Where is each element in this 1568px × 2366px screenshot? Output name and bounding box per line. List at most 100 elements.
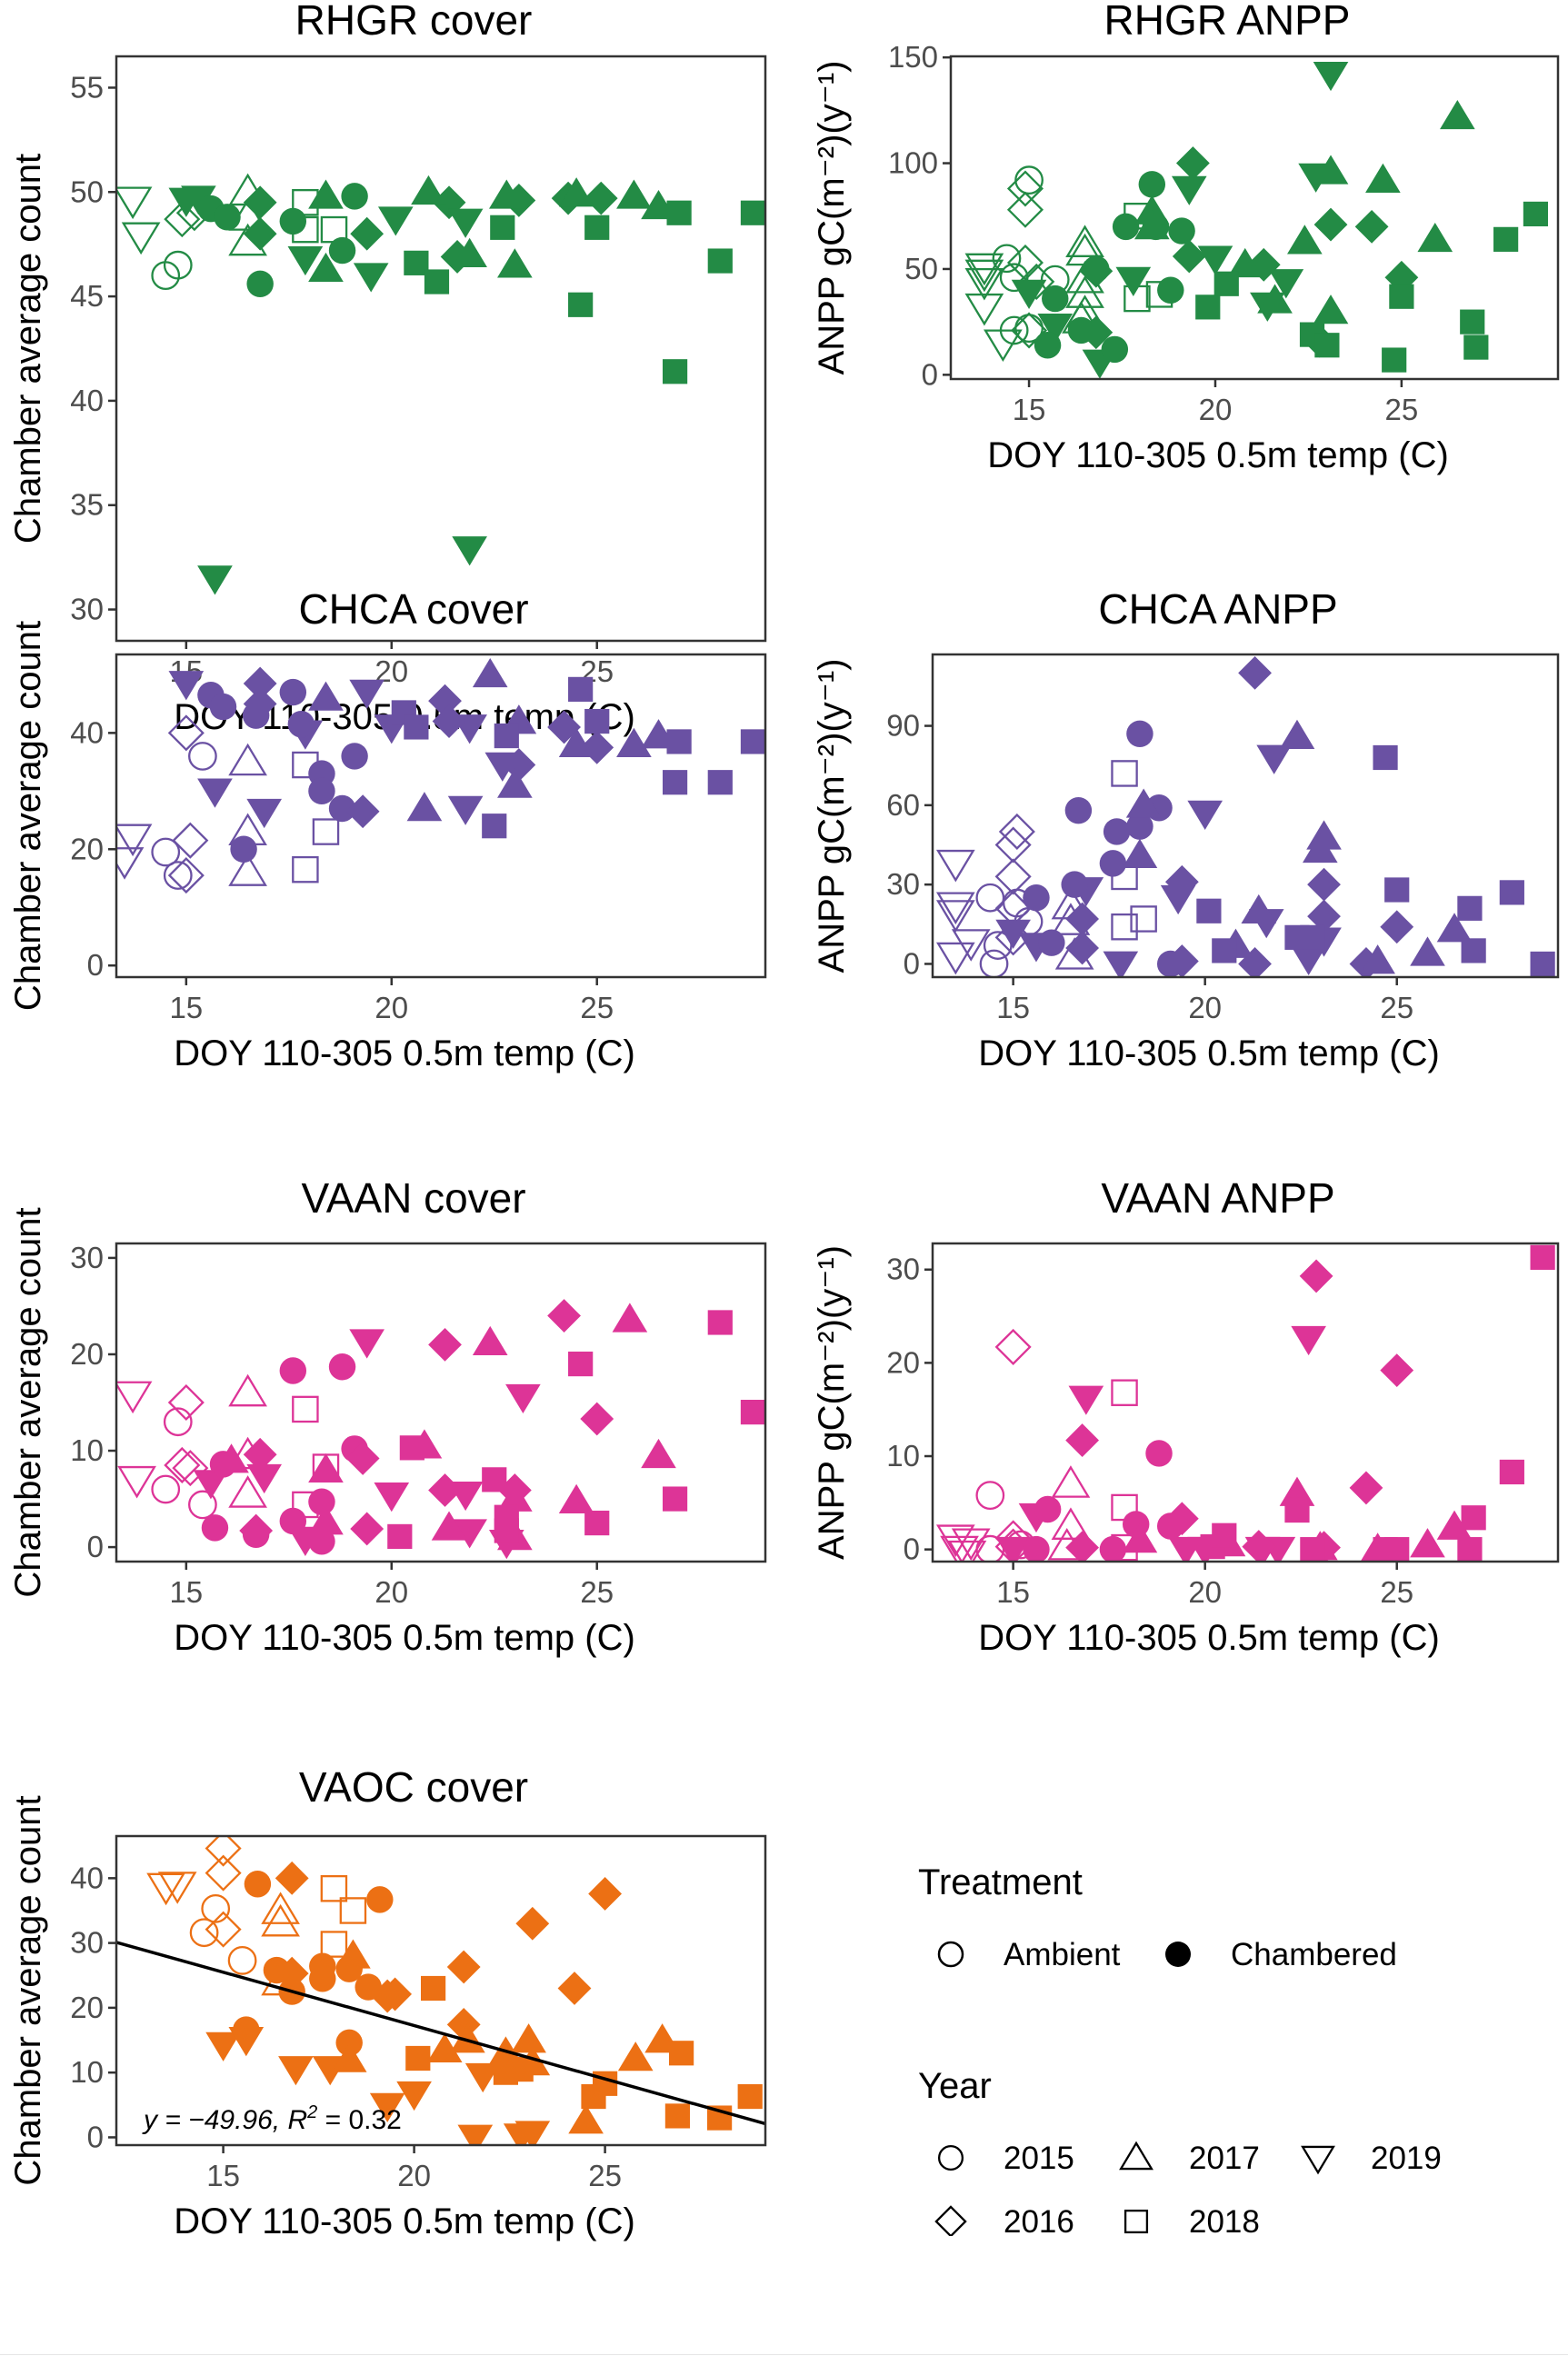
- point-2016-ambient: [172, 822, 209, 859]
- point-2016-chambered: [588, 1877, 622, 1911]
- point-2017-chambered: [214, 1443, 249, 1473]
- point-2019-chambered: [396, 2081, 432, 2111]
- point-2019-chambered: [452, 536, 487, 566]
- y-tick-label: 30: [886, 1253, 920, 1286]
- y-tick-label: 90: [886, 709, 920, 743]
- x-axis-label: DOY 110-305 0.5m temp (C): [978, 1033, 1440, 1073]
- point-2018-chambered: [1300, 1537, 1325, 1562]
- point-2016-chambered: [345, 1442, 380, 1475]
- point-2018-chambered: [490, 215, 515, 240]
- point-2019-chambered: [197, 565, 233, 595]
- point-2016-ambient: [167, 714, 205, 752]
- point-2015-chambered: [1061, 871, 1088, 898]
- point-2015-chambered: [341, 743, 368, 770]
- point-2019-ambient: [951, 929, 991, 962]
- point-2019-chambered: [1291, 945, 1326, 976]
- legend-item-ambient: Ambient: [937, 1937, 1121, 1972]
- point-2015-chambered: [1099, 1535, 1127, 1562]
- point-2016-chambered: [428, 1327, 462, 1362]
- point-2019-ambient: [984, 329, 1023, 363]
- point-2015-ambient: [163, 861, 193, 890]
- point-2015-ambient: [227, 1945, 257, 1975]
- y-tick-label: 40: [70, 1861, 104, 1894]
- point-2018-chambered: [405, 2045, 431, 2071]
- point-2016-chambered: [350, 216, 385, 251]
- point-2015-chambered: [1138, 171, 1166, 198]
- regression-line: [115, 1941, 766, 2126]
- point-2019-ambient: [116, 186, 153, 220]
- plot-frame: [115, 55, 767, 643]
- point-2015-ambient: [189, 1918, 219, 1948]
- point-2017-chambered: [308, 1453, 344, 1483]
- legend-triangle-down-symbol: [1301, 2145, 1335, 2175]
- points: [116, 657, 765, 894]
- point-2018-chambered: [740, 1400, 765, 1425]
- point-2018-chambered: [707, 1310, 733, 1335]
- point-2018-chambered: [1499, 880, 1524, 905]
- point-2016-ambient: [1006, 244, 1044, 281]
- point-2016-chambered: [275, 1861, 309, 1895]
- point-2016-chambered: [1349, 1471, 1383, 1505]
- point-2018-ambient: [339, 1897, 367, 1924]
- point-2018-chambered: [1373, 744, 1398, 771]
- y-tick-label: 0: [904, 1532, 920, 1566]
- point-2017-chambered: [568, 2104, 604, 2134]
- point-2016-ambient: [994, 919, 1032, 956]
- point-2015-chambered: [287, 711, 315, 738]
- legend-item-chambered: Chambered: [1165, 1937, 1397, 1972]
- x-axis-label: DOY 110-305 0.5m temp (C): [174, 1033, 635, 1073]
- point-2015-ambient: [992, 244, 1022, 274]
- legend-item-2019: 2019: [1301, 2141, 1442, 2176]
- point-2015-chambered: [308, 777, 335, 805]
- point-2019-chambered: [1011, 279, 1047, 309]
- chart-title: CHCA ANPP: [1098, 585, 1337, 633]
- point-2017-ambient: [1065, 275, 1104, 308]
- point-2016-chambered: [1065, 1423, 1100, 1457]
- point-2015-ambient: [975, 1481, 1005, 1510]
- legend-chambered-symbol: [1165, 1942, 1191, 1967]
- rhgr-cover-chart: RHGR cover303540455055152025DOY 110-305 …: [8, 0, 767, 737]
- point-2019-chambered: [246, 798, 283, 829]
- point-2016-chambered: [502, 748, 536, 782]
- x-tick-label: 15: [996, 1575, 1030, 1609]
- point-2018-ambient: [292, 1395, 319, 1423]
- legend: Treatment Ambient Chambered Year 2015 201…: [918, 1862, 1442, 2236]
- point-2015-chambered: [328, 1353, 356, 1381]
- point-2016-chambered: [1307, 899, 1341, 933]
- point-2017-ambient: [1065, 225, 1104, 257]
- point-2018-chambered: [1196, 898, 1222, 923]
- point-2019-chambered: [1171, 175, 1207, 205]
- point-2015-chambered: [1034, 332, 1062, 359]
- point-2016-chambered: [239, 1513, 274, 1548]
- point-2015-chambered: [308, 1488, 335, 1515]
- points: [935, 655, 1555, 977]
- panel-vaan-cover: VAAN cover 0 10 20 30 15 20 25 DOY 110-305 0.5m …: [0, 1174, 791, 1760]
- point-2019-chambered: [995, 919, 1031, 949]
- point-2019-chambered: [1115, 266, 1152, 296]
- y-tick-label: 30: [70, 1241, 104, 1274]
- point-2016-ambient: [167, 857, 205, 894]
- point-2019-chambered: [181, 185, 216, 215]
- point-2017-chambered: [617, 2042, 654, 2071]
- point-2019-ambient: [117, 1465, 156, 1499]
- point-2019-chambered: [349, 1329, 385, 1359]
- point-2015-ambient: [151, 1474, 181, 1504]
- point-2016-ambient: [998, 813, 1035, 850]
- point-2017-chambered: [511, 2023, 546, 2053]
- point-2016-chambered: [580, 1402, 614, 1436]
- point-2015-chambered: [328, 236, 356, 265]
- point-2018-chambered: [584, 1510, 610, 1536]
- point-2018-chambered: [669, 2041, 694, 2066]
- point-2016-chambered: [1380, 910, 1414, 944]
- point-2018-chambered: [1460, 309, 1485, 334]
- point-2017-chambered: [411, 175, 446, 205]
- x-axis-label: DOY 110-305 0.5m temp (C): [174, 2201, 635, 2241]
- point-2015-chambered: [244, 1871, 272, 1898]
- point-2015-ambient: [979, 949, 1009, 977]
- point-2016-chambered: [243, 686, 277, 721]
- point-2016-chambered: [1354, 209, 1389, 244]
- point-2019-ambient: [157, 1872, 197, 1904]
- point-2019-chambered: [505, 1383, 541, 1414]
- point-2016-chambered: [547, 1299, 581, 1333]
- point-2019-chambered: [349, 679, 385, 709]
